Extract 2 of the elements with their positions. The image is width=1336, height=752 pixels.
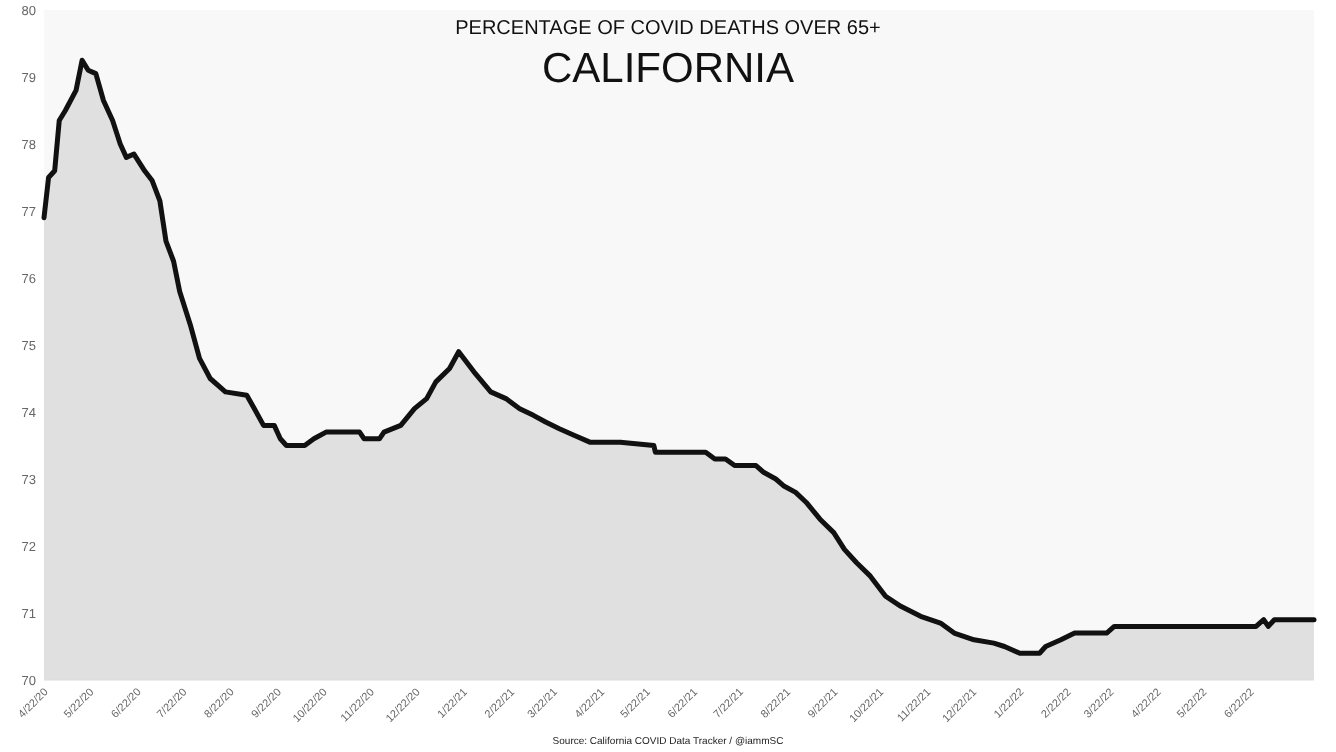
chart-title: PERCENTAGE OF COVID DEATHS OVER 65+ <box>455 18 882 40</box>
text: CALIFORNIA <box>541 46 795 92</box>
